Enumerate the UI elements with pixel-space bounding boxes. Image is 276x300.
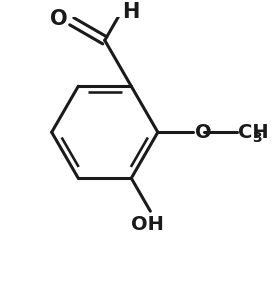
Text: H: H [123, 2, 140, 22]
Text: CH: CH [238, 123, 269, 142]
Text: OH: OH [131, 215, 164, 234]
Text: O: O [195, 123, 212, 142]
Text: O: O [50, 9, 68, 29]
Text: 3: 3 [253, 131, 262, 145]
